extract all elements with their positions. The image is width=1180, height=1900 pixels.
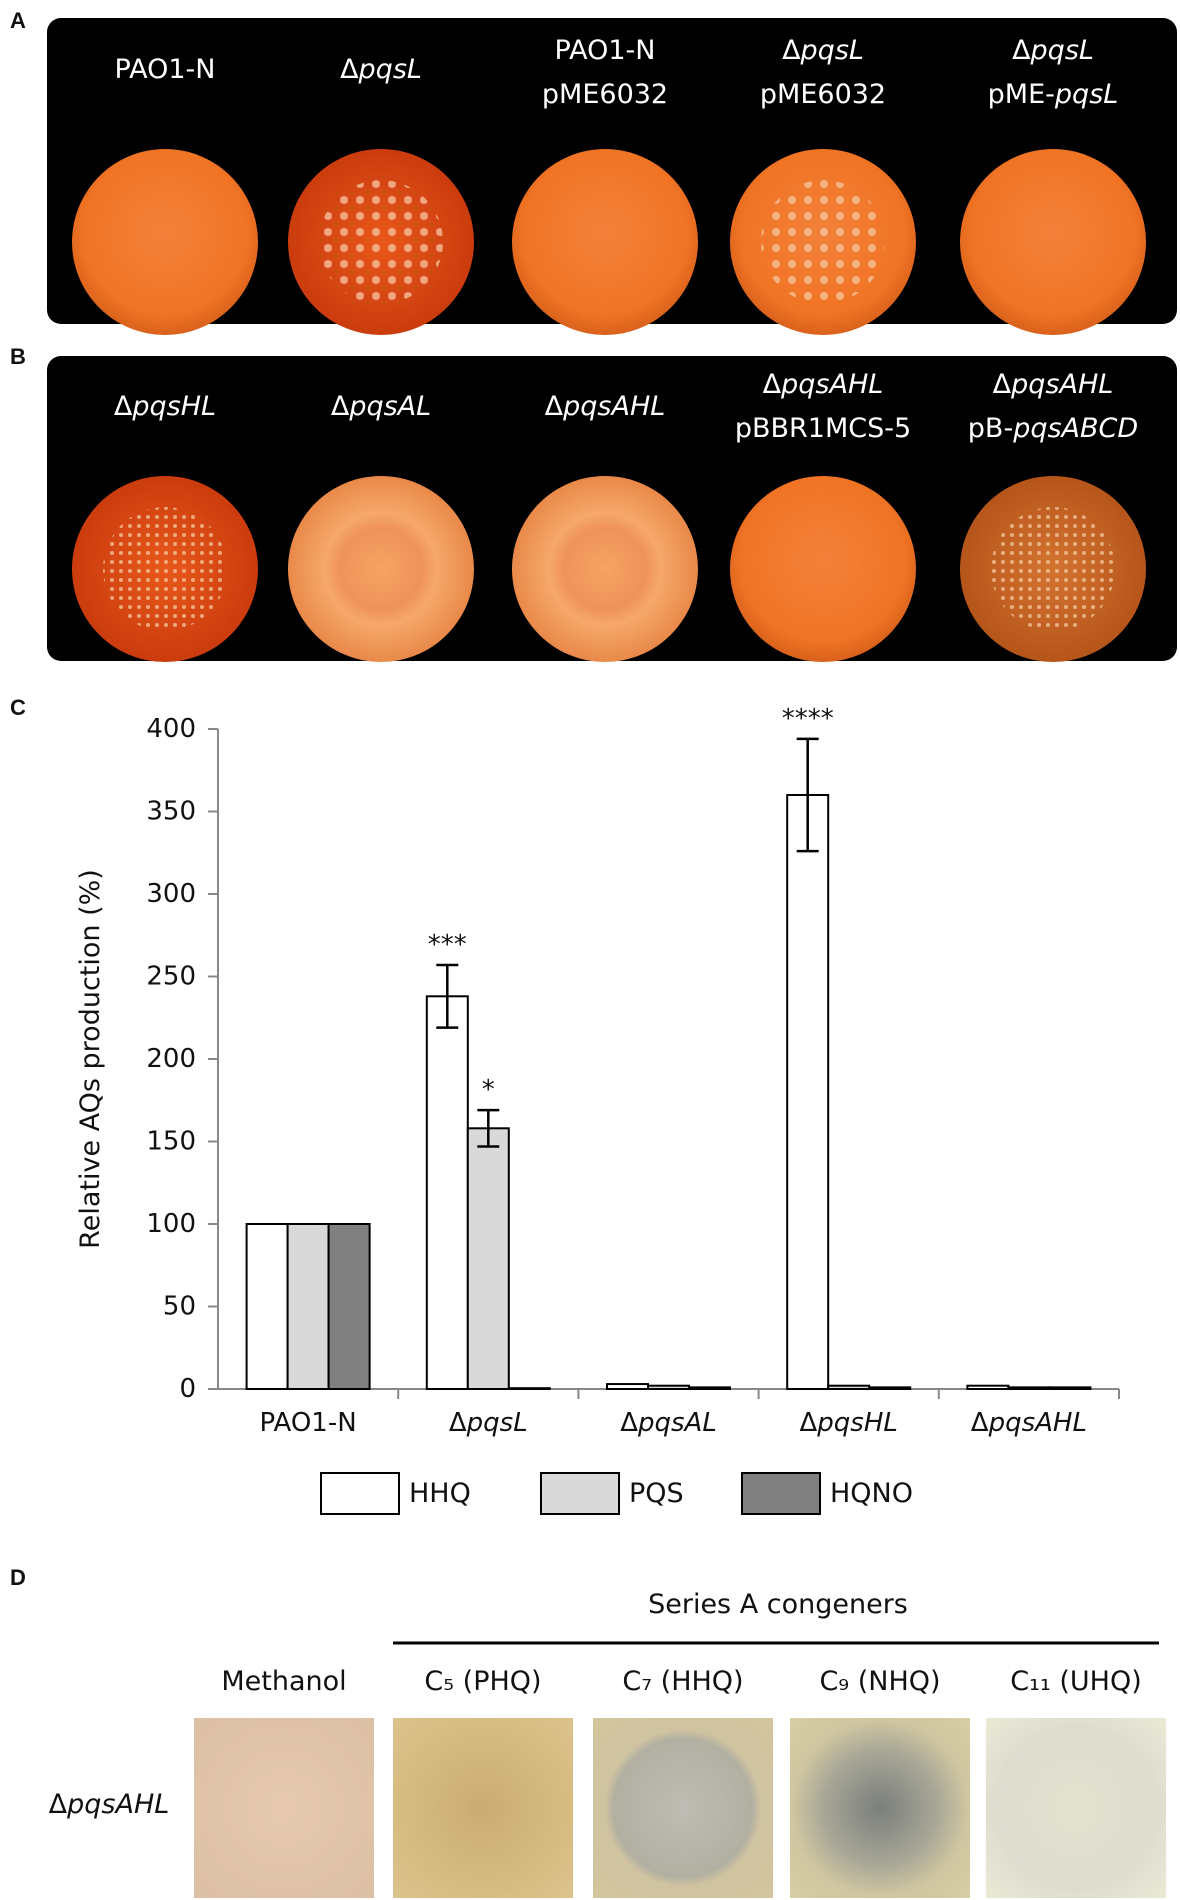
y-tick-label: 150 — [146, 1126, 196, 1156]
panel-label: A — [10, 8, 26, 33]
panel-label: B — [10, 344, 26, 369]
bar — [286, 1223, 330, 1390]
strain-label: ΔpqsAL — [331, 391, 431, 422]
colony — [730, 476, 916, 662]
bar — [327, 1223, 371, 1390]
error-bar — [477, 1108, 500, 1148]
colony — [960, 149, 1146, 335]
y-tick-label: 200 — [146, 1044, 196, 1074]
significance: *** — [428, 929, 467, 959]
x-tick-label: ΔpqsAHL — [971, 1408, 1087, 1438]
y-tick-label: 0 — [179, 1374, 196, 1404]
panel-label: C — [10, 695, 26, 720]
panel-b: ΔpqsHL ΔpqsAL ΔpqsAHL ΔpqsAHL pBBR1MCS-5 Δpqs… — [72, 369, 1146, 662]
legend-label: HHQ — [409, 1478, 471, 1509]
plate-photo — [393, 1718, 573, 1898]
series-header: Series A congeners — [648, 1589, 908, 1620]
column-label: C₇ (HHQ) — [622, 1666, 743, 1697]
bar — [868, 1386, 912, 1390]
panel-label: D — [10, 1565, 26, 1590]
plate-photo — [593, 1718, 773, 1898]
bar — [245, 1223, 289, 1390]
bar — [1007, 1386, 1051, 1390]
plate-photo — [790, 1718, 970, 1898]
plate-photo — [986, 1718, 1166, 1898]
strain-label: pBBR1MCS-5 — [735, 413, 911, 444]
strain-label: pME6032 — [542, 79, 668, 110]
bar — [688, 1386, 731, 1390]
x-tick-label: ΔpqsHL — [800, 1408, 898, 1438]
strain-label: pB-pqsABCD — [968, 413, 1138, 444]
bar — [606, 1383, 649, 1391]
strain-label: ΔpqsL — [782, 35, 864, 66]
significance: * — [482, 1075, 495, 1105]
strain-label: pME6032 — [760, 79, 886, 110]
strain-label: ΔpqsHL — [114, 391, 216, 422]
legend-swatch — [741, 1472, 821, 1515]
x-tick-label: ΔpqsAL — [620, 1408, 717, 1438]
strain-label: ΔpqsL — [340, 54, 422, 85]
colony-texture — [991, 507, 1115, 631]
colony — [72, 149, 258, 335]
colony-texture — [103, 507, 227, 631]
x-tick-label: PAO1-N — [260, 1408, 357, 1438]
y-tick-label: 300 — [146, 879, 196, 909]
bar — [466, 1127, 510, 1391]
row-label: ΔpqsAHL — [49, 1789, 170, 1820]
bar — [647, 1384, 690, 1390]
bar — [786, 794, 830, 1390]
legend-label: PQS — [629, 1478, 684, 1509]
colony — [512, 149, 698, 335]
strain-label: pME-pqsL — [988, 79, 1119, 110]
strain-label: ΔpqsAHL — [993, 369, 1114, 400]
strain-label: PAO1-N — [555, 35, 656, 66]
y-tick-label: 350 — [146, 796, 196, 826]
colony-texture — [761, 180, 885, 304]
bar — [425, 995, 469, 1390]
column-label: C₅ (PHQ) — [424, 1666, 541, 1697]
bar — [966, 1384, 1010, 1390]
panel-c: 0 50 100 150 200 250 300 350 400 Relative AQs pro… — [75, 703, 1120, 1515]
x-tick-label: ΔpqsL — [449, 1408, 528, 1438]
plate-photo — [194, 1718, 374, 1898]
colony-texture — [319, 180, 443, 304]
column-label: C₉ (NHQ) — [819, 1666, 940, 1697]
strain-label: ΔpqsL — [1012, 35, 1094, 66]
significance: **** — [782, 703, 834, 733]
y-axis-title: Relative AQs production (%) — [75, 869, 106, 1249]
y-tick-label: 250 — [146, 961, 196, 991]
y-tick-label: 50 — [163, 1291, 196, 1321]
strain-label: PAO1-N — [115, 54, 216, 85]
column-label: Methanol — [221, 1666, 346, 1697]
colony — [512, 476, 698, 662]
bar — [1048, 1386, 1092, 1390]
panel-a: PAO1-N ΔpqsL PAO1-N pME6032 ΔpqsL pME6032 Δpqs… — [72, 35, 1146, 335]
column-label: C₁₁ (UHQ) — [1010, 1666, 1141, 1697]
bar — [507, 1387, 551, 1391]
legend-swatch — [540, 1472, 620, 1515]
strain-label: ΔpqsAHL — [763, 369, 884, 400]
bar — [827, 1384, 871, 1390]
panel-d: Series A congeners ΔpqsAHL Methanol C₅ (P… — [49, 1589, 1166, 1898]
error-bar — [436, 963, 459, 1029]
colony — [288, 476, 474, 662]
y-tick-label: 400 — [146, 714, 196, 744]
legend-label: HQNO — [830, 1478, 913, 1509]
error-bar — [796, 737, 819, 853]
legend-swatch — [320, 1472, 400, 1515]
strain-label: ΔpqsAHL — [545, 391, 666, 422]
y-tick-label: 100 — [146, 1209, 196, 1239]
